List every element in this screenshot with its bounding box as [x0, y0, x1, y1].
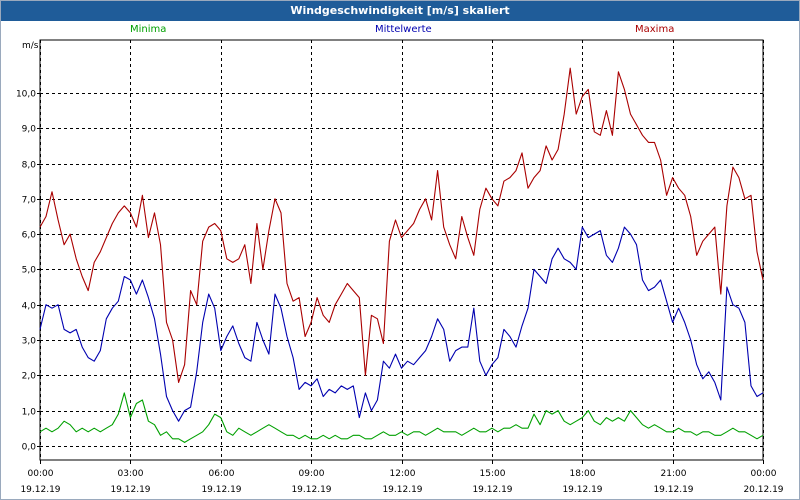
legend-minima: Minima [130, 24, 167, 35]
x-tick-time-label: 18:00 [570, 469, 596, 479]
x-tick-time-label: 00:00 [28, 469, 54, 479]
y-tick-label: 3,0 [22, 337, 37, 347]
x-tick-date-label: 19.12.19 [291, 485, 331, 495]
x-tick-time-label: 09:00 [299, 469, 325, 479]
x-tick-date-label: 19.12.19 [382, 485, 422, 495]
series-line-maxima [39, 67, 764, 383]
y-tick-label: 0,0 [22, 443, 37, 453]
y-tick-label: 9,0 [22, 125, 37, 135]
y-axis-unit-label: m/s [22, 41, 39, 51]
x-tick-date-label: 19.12.19 [472, 485, 512, 495]
series-line-mittelwerte [39, 226, 764, 422]
x-tick-date-label: 19.12.19 [653, 485, 693, 495]
y-tick-label: 2,0 [22, 372, 37, 382]
y-tick-label: 1,0 [22, 408, 37, 418]
y-tick-label: 6,0 [22, 231, 37, 241]
y-tick-label: 5,0 [22, 266, 37, 276]
x-tick-time-label: 06:00 [209, 469, 235, 479]
x-tick-time-label: 12:00 [390, 469, 416, 479]
grid-layer [40, 40, 764, 460]
series-layer [39, 67, 764, 443]
x-tick-date-label: 19.12.19 [201, 485, 241, 495]
x-tick-date-label: 19.12.19 [562, 485, 602, 495]
legend-mittelwerte: Mittelwerte [375, 24, 432, 35]
y-tick-label: 8,0 [22, 161, 37, 171]
x-tick-time-label: 03:00 [118, 469, 144, 479]
legend-maxima: Maxima [635, 24, 675, 35]
y-tick-label: 10,0 [16, 90, 36, 100]
x-tick-time-label: 21:00 [661, 469, 687, 479]
series-line-minima [39, 392, 764, 443]
x-tick-date-label: 19.12.19 [110, 485, 150, 495]
y-tick-label: 7,0 [22, 196, 37, 206]
y-tick-label: 4,0 [22, 302, 37, 312]
x-tick-time-label: 15:00 [480, 469, 506, 479]
x-tick-date-label: 20.12.19 [743, 485, 783, 495]
plot-frame [39, 39, 764, 461]
x-tick-time-label: 00:00 [751, 469, 777, 479]
x-tick-date-label: 19.12.19 [20, 485, 60, 495]
axis-layer: 0,0 1,0 2,0 3,0 4,0 5,0 6,0 7,0 8,0 9,0 10,0 00:00 1… [16, 39, 784, 495]
window-title: Windgeschwindigkeit [m/s] skaliert [1, 1, 799, 21]
